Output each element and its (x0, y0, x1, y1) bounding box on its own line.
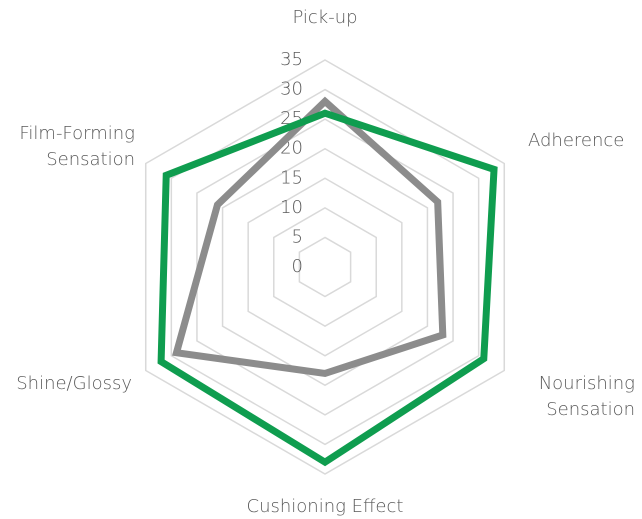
y-tick-label: 30 (280, 79, 303, 100)
axis-label: Film-Forming Sensation (19, 123, 135, 170)
axis-label: Cushioning Effect (247, 496, 404, 517)
axis-label: Pick-up (292, 7, 357, 28)
series-line (157, 109, 498, 467)
grid-ring (196, 118, 454, 416)
axis-label-line: Film-Forming (19, 123, 135, 144)
axis-label: Nourishing Sensation (539, 373, 635, 420)
y-tick-label: 5 (292, 226, 303, 247)
axis-label: Shine/Glossy (16, 373, 132, 394)
axis-label-line: Cushioning Effect (247, 496, 404, 517)
grid-ring (273, 206, 377, 328)
y-tick-label: 35 (280, 49, 303, 70)
y-tick-label: 15 (280, 167, 303, 188)
y-tick-label: 10 (280, 197, 303, 218)
grid-ring (170, 88, 480, 446)
y-tick-label: 0 (292, 256, 303, 277)
axis-label-line: Sensation (46, 149, 135, 170)
axis-label-line: Shine/Glossy (16, 373, 132, 394)
axis-label-line: Nourishing (539, 373, 635, 394)
grid-ring (221, 147, 429, 387)
series-line (172, 96, 447, 378)
axis-label-line: Pick-up (292, 7, 357, 28)
axis-label-line: Sensation (546, 399, 635, 420)
grid-ring (247, 177, 403, 357)
axis-label-line: Adherence (528, 130, 624, 151)
axis-label: Adherence (528, 130, 624, 151)
grid-ring (144, 59, 506, 475)
grid-ring (298, 236, 352, 298)
